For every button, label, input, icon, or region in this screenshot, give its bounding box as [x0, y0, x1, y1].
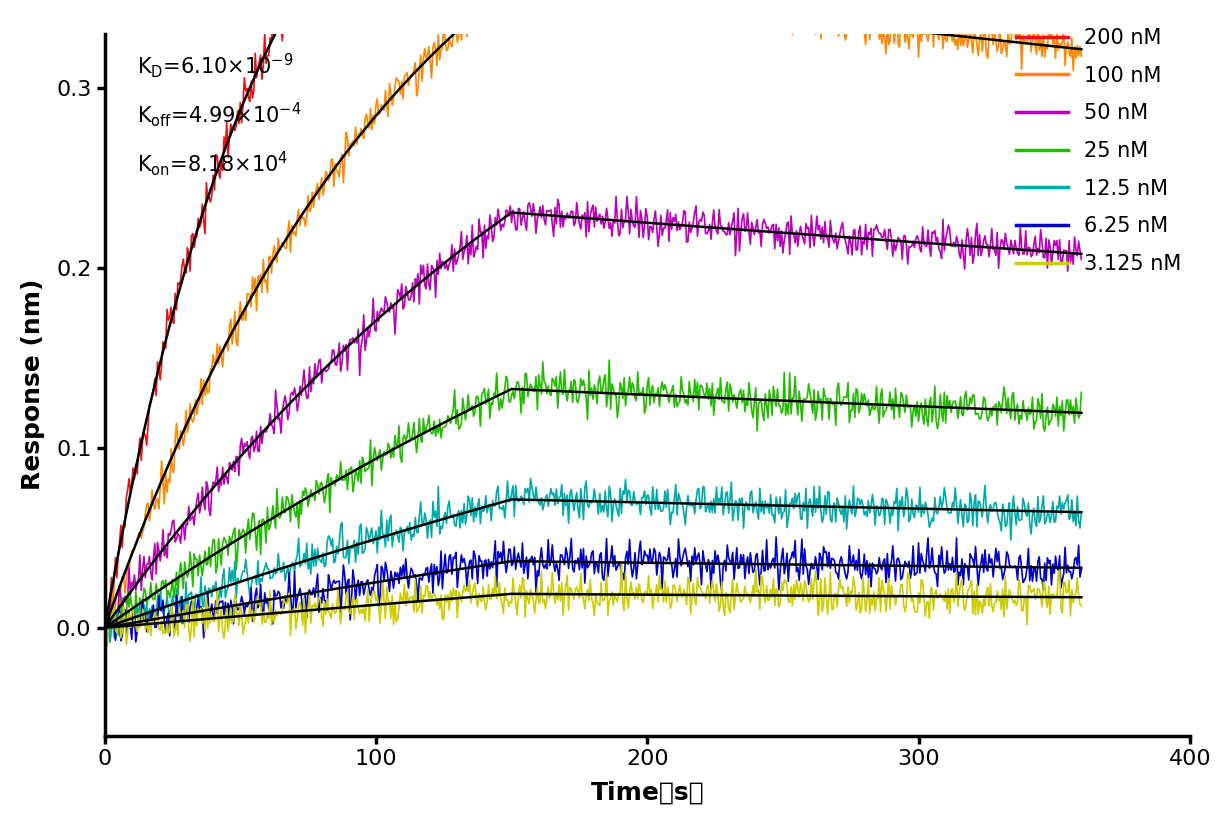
Text: $\mathregular{K_D}$=6.10×10$^{-9}$
$\mathregular{K_{off}}$=4.99×10$^{-4}$
$\math: $\mathregular{K_D}$=6.10×10$^{-9}$ $\mat… — [137, 51, 302, 178]
Legend: 200 nM, 100 nM, 50 nM, 25 nM, 12.5 nM, 6.25 nM, 3.125 nM: 200 nM, 100 nM, 50 nM, 25 nM, 12.5 nM, 6… — [1008, 20, 1190, 282]
Y-axis label: Response (nm): Response (nm) — [21, 279, 44, 490]
X-axis label: Time（s）: Time（s） — [590, 780, 703, 804]
